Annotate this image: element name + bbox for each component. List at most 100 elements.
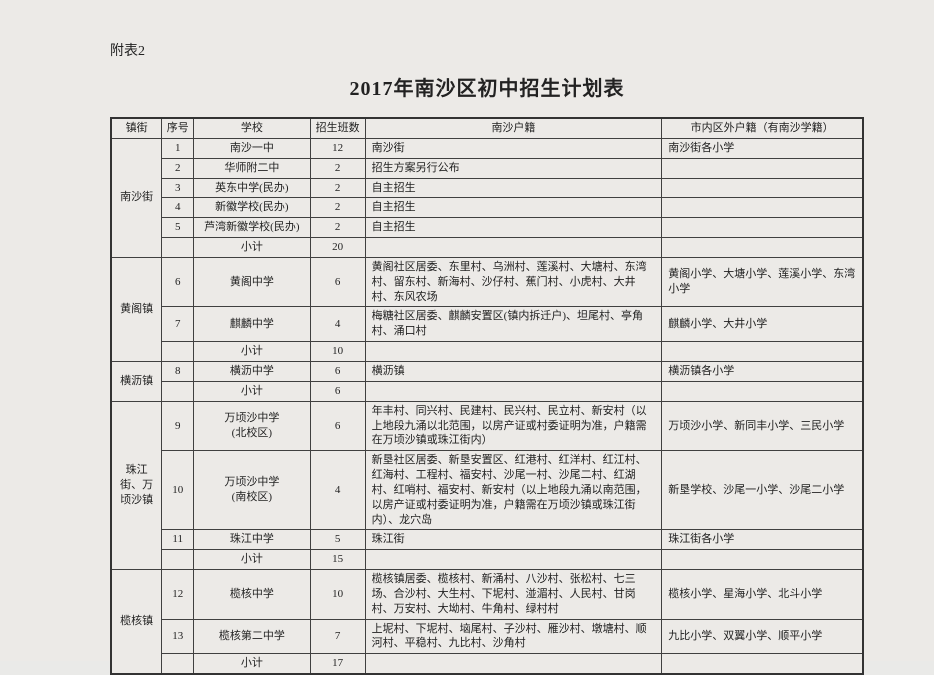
cell-seq: 9 — [162, 401, 194, 451]
cell-empty — [662, 381, 863, 401]
cell-school: 珠江中学 — [194, 530, 311, 550]
cell-empty — [662, 654, 863, 674]
cell-subtotal-value: 10 — [310, 342, 365, 362]
cell-nansha-hukou: 黄阁社区居委、东里村、乌洲村、莲溪村、大塘村、东湾村、留东村、新海村、沙仔村、蕉… — [365, 257, 662, 307]
cell-outer-hukou — [662, 158, 863, 178]
cell-seq: 12 — [162, 570, 194, 620]
cell-nansha-hukou: 自主招生 — [365, 198, 662, 218]
cell-subtotal-value: 17 — [310, 654, 365, 674]
subtotal-row: 小计10 — [111, 342, 863, 362]
cell-town: 南沙街 — [111, 138, 162, 257]
table-row: 13榄核第二中学7上坭村、下坭村、垴尾村、子沙村、雁沙村、墩塘村、顺河村、平稳村… — [111, 619, 863, 654]
table-row: 3英东中学(民办)2自主招生 — [111, 178, 863, 198]
cell-outer-hukou — [662, 178, 863, 198]
cell-outer-hukou: 万顷沙小学、新同丰小学、三民小学 — [662, 401, 863, 451]
table-header-row: 镇街 序号 学校 招生班数 南沙户籍 市内区外户籍（有南沙学籍） — [111, 118, 863, 138]
appendix-label: 附表2 — [110, 40, 864, 60]
cell-seq: 8 — [162, 361, 194, 381]
table-row: 珠江街、万顷沙镇9万顷沙中学 (北校区)6年丰村、同兴村、民建村、民兴村、民立村… — [111, 401, 863, 451]
cell-outer-hukou: 黄阁小学、大塘小学、莲溪小学、东湾小学 — [662, 257, 863, 307]
cell-classes: 4 — [310, 451, 365, 530]
cell-nansha-hukou: 招生方案另行公布 — [365, 158, 662, 178]
cell-school: 横沥中学 — [194, 361, 311, 381]
cell-nansha-hukou: 梅糖社区居委、麒麟安置区(镇内拆迁户)、坦尾村、亭角村、涌口村 — [365, 307, 662, 342]
cell-subtotal-label: 小计 — [194, 381, 311, 401]
subtotal-row: 小计6 — [111, 381, 863, 401]
cell-empty — [365, 550, 662, 570]
document-page: 附表2 2017年南沙区初中招生计划表 镇街 序号 学校 招生班数 南沙户籍 市… — [0, 0, 934, 661]
cell-classes: 10 — [310, 570, 365, 620]
cell-nansha-hukou: 年丰村、同兴村、民建村、民兴村、民立村、新安村（以上地段九涌以北范围，以房产证或… — [365, 401, 662, 451]
cell-outer-hukou: 珠江街各小学 — [662, 530, 863, 550]
cell-school: 南沙一中 — [194, 138, 311, 158]
cell-town: 横沥镇 — [111, 361, 162, 401]
cell-nansha-hukou: 珠江街 — [365, 530, 662, 550]
cell-nansha-hukou: 上坭村、下坭村、垴尾村、子沙村、雁沙村、墩塘村、顺河村、平稳村、九比村、沙角村 — [365, 619, 662, 654]
cell-school: 麒麟中学 — [194, 307, 311, 342]
cell-outer-hukou — [662, 198, 863, 218]
cell-seq: 4 — [162, 198, 194, 218]
cell-empty — [365, 654, 662, 674]
cell-classes: 6 — [310, 361, 365, 381]
cell-classes: 2 — [310, 198, 365, 218]
th-school: 学校 — [194, 118, 311, 138]
cell-nansha-hukou: 自主招生 — [365, 178, 662, 198]
th-nansha-hukou: 南沙户籍 — [365, 118, 662, 138]
subtotal-row: 小计17 — [111, 654, 863, 674]
th-classes: 招生班数 — [310, 118, 365, 138]
cell-nansha-hukou: 榄核镇居委、榄核村、新涌村、八沙村、张松村、七三场、合沙村、大生村、下坭村、湴湄… — [365, 570, 662, 620]
cell-outer-hukou: 新垦学校、沙尾一小学、沙尾二小学 — [662, 451, 863, 530]
cell-classes: 7 — [310, 619, 365, 654]
subtotal-row: 小计15 — [111, 550, 863, 570]
table-row: 10万顷沙中学 (南校区)4新垦社区居委、新垦安置区、红港村、红洋村、红江村、红… — [111, 451, 863, 530]
cell-seq: 3 — [162, 178, 194, 198]
cell-empty — [365, 342, 662, 362]
cell-nansha-hukou: 横沥镇 — [365, 361, 662, 381]
cell-outer-hukou: 九比小学、双翼小学、顺平小学 — [662, 619, 863, 654]
table-row: 11珠江中学5珠江街珠江街各小学 — [111, 530, 863, 550]
cell-seq: 11 — [162, 530, 194, 550]
table-row: 榄核镇12榄核中学10榄核镇居委、榄核村、新涌村、八沙村、张松村、七三场、合沙村… — [111, 570, 863, 620]
cell-subtotal-value: 20 — [310, 238, 365, 258]
cell-school: 华师附二中 — [194, 158, 311, 178]
cell-seq: 6 — [162, 257, 194, 307]
cell-outer-hukou: 麒麟小学、大井小学 — [662, 307, 863, 342]
cell-nansha-hukou: 新垦社区居委、新垦安置区、红港村、红洋村、红江村、红海村、工程村、福安村、沙尾一… — [365, 451, 662, 530]
cell-classes: 5 — [310, 530, 365, 550]
th-seq: 序号 — [162, 118, 194, 138]
cell-empty — [662, 342, 863, 362]
cell-classes: 12 — [310, 138, 365, 158]
cell-seq-empty — [162, 550, 194, 570]
cell-seq: 2 — [162, 158, 194, 178]
cell-nansha-hukou: 自主招生 — [365, 218, 662, 238]
cell-classes: 2 — [310, 178, 365, 198]
cell-classes: 6 — [310, 401, 365, 451]
enrollment-plan-table: 镇街 序号 学校 招生班数 南沙户籍 市内区外户籍（有南沙学籍） 南沙街1南沙一… — [110, 117, 864, 675]
cell-seq: 7 — [162, 307, 194, 342]
cell-seq-empty — [162, 381, 194, 401]
th-outer-hukou: 市内区外户籍（有南沙学籍） — [662, 118, 863, 138]
cell-seq: 5 — [162, 218, 194, 238]
cell-empty — [662, 238, 863, 258]
table-row: 7麒麟中学4梅糖社区居委、麒麟安置区(镇内拆迁户)、坦尾村、亭角村、涌口村麒麟小… — [111, 307, 863, 342]
cell-subtotal-label: 小计 — [194, 654, 311, 674]
cell-empty — [365, 381, 662, 401]
cell-town: 黄阁镇 — [111, 257, 162, 361]
cell-subtotal-label: 小计 — [194, 550, 311, 570]
cell-empty — [662, 550, 863, 570]
cell-town: 珠江街、万顷沙镇 — [111, 401, 162, 569]
cell-school: 榄核中学 — [194, 570, 311, 620]
cell-classes: 2 — [310, 158, 365, 178]
cell-school: 万顷沙中学 (南校区) — [194, 451, 311, 530]
table-row: 5芦湾新徽学校(民办)2自主招生 — [111, 218, 863, 238]
cell-outer-hukou: 南沙街各小学 — [662, 138, 863, 158]
cell-nansha-hukou: 南沙街 — [365, 138, 662, 158]
cell-seq: 1 — [162, 138, 194, 158]
cell-classes: 6 — [310, 257, 365, 307]
cell-outer-hukou: 横沥镇各小学 — [662, 361, 863, 381]
cell-town: 榄核镇 — [111, 570, 162, 675]
cell-school: 黄阁中学 — [194, 257, 311, 307]
cell-classes: 2 — [310, 218, 365, 238]
cell-subtotal-label: 小计 — [194, 238, 311, 258]
cell-subtotal-value: 15 — [310, 550, 365, 570]
